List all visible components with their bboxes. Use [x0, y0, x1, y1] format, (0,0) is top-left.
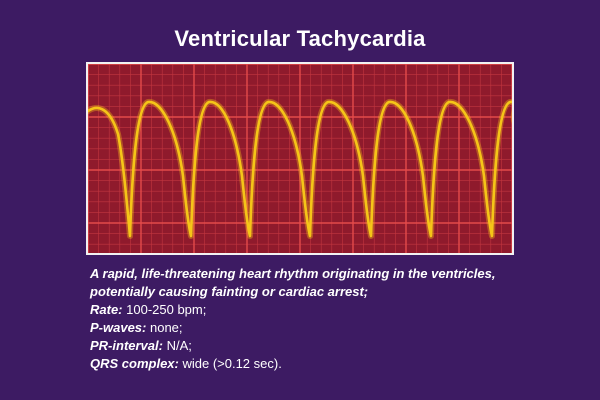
fact-p-waves-label: P-waves:	[90, 320, 147, 335]
fact-qrs-complex: QRS complex: wide (>0.12 sec).	[90, 355, 590, 373]
fact-rate: Rate: 100-250 bpm;	[90, 301, 590, 319]
fact-p-waves: P-waves: none;	[90, 319, 590, 337]
fact-rate-label: Rate:	[90, 302, 123, 317]
fact-pr-interval: PR-interval: N/A;	[90, 337, 590, 355]
description: A rapid, life-threatening heart rhythm o…	[90, 265, 590, 373]
fact-rate-value: 100-250 bpm;	[122, 302, 207, 317]
fact-qrs-complex-value: wide (>0.12 sec).	[178, 356, 282, 371]
fact-pr-interval-label: PR-interval:	[90, 338, 163, 353]
fact-p-waves-value: none;	[146, 320, 183, 335]
ecg-strip	[86, 62, 514, 255]
fact-pr-interval-value: N/A;	[162, 338, 192, 353]
fact-qrs-complex-label: QRS complex:	[90, 356, 179, 371]
ecg-waveform	[88, 100, 512, 238]
description-intro-line-2: potentially causing fainting or cardiac …	[90, 284, 369, 299]
page-title: Ventricular Tachycardia	[174, 26, 426, 51]
ecg-chart	[88, 64, 512, 253]
description-intro-line-1: A rapid, life-threatening heart rhythm o…	[90, 266, 496, 281]
ecg-grid-minor	[88, 64, 512, 253]
